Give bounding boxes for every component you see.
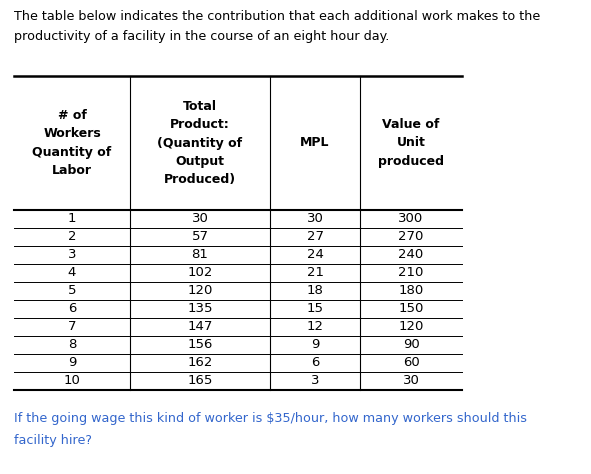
Text: Workers: Workers <box>43 128 101 140</box>
Text: facility hire?: facility hire? <box>14 434 92 447</box>
Text: 60: 60 <box>402 356 420 370</box>
Text: 12: 12 <box>307 320 323 334</box>
Text: (Quantity of: (Quantity of <box>157 137 242 149</box>
Text: 240: 240 <box>398 248 424 262</box>
Text: 6: 6 <box>68 302 76 316</box>
Text: Unit: Unit <box>397 137 426 149</box>
Text: The table below indicates the contribution that each additional work makes to th: The table below indicates the contributi… <box>14 10 540 23</box>
Text: 24: 24 <box>307 248 323 262</box>
Text: 150: 150 <box>398 302 424 316</box>
Text: 165: 165 <box>187 374 213 388</box>
Text: If the going wage this kind of worker is $35/hour, how many workers should this: If the going wage this kind of worker is… <box>14 412 527 425</box>
Text: 30: 30 <box>307 212 323 226</box>
Text: 9: 9 <box>311 338 319 352</box>
Text: productivity of a facility in the course of an eight hour day.: productivity of a facility in the course… <box>14 30 389 43</box>
Text: 3: 3 <box>68 248 76 262</box>
Text: 18: 18 <box>307 284 323 298</box>
Text: 10: 10 <box>64 374 80 388</box>
Text: Output: Output <box>176 155 225 167</box>
Text: # of: # of <box>57 109 86 122</box>
Text: 21: 21 <box>307 266 323 280</box>
Text: 30: 30 <box>191 212 209 226</box>
Text: Total: Total <box>183 100 217 113</box>
Text: 57: 57 <box>191 230 209 244</box>
Text: 120: 120 <box>398 320 424 334</box>
Text: 156: 156 <box>187 338 213 352</box>
Text: 210: 210 <box>398 266 424 280</box>
Text: 3: 3 <box>311 374 319 388</box>
Text: 8: 8 <box>68 338 76 352</box>
Text: Value of: Value of <box>382 118 440 131</box>
Text: 120: 120 <box>187 284 213 298</box>
Text: 81: 81 <box>191 248 209 262</box>
Text: 5: 5 <box>68 284 76 298</box>
Text: 7: 7 <box>68 320 76 334</box>
Text: 180: 180 <box>398 284 424 298</box>
Text: 2: 2 <box>68 230 76 244</box>
Text: 6: 6 <box>311 356 319 370</box>
Text: produced: produced <box>378 155 444 167</box>
Text: Quantity of: Quantity of <box>33 146 112 158</box>
Text: 27: 27 <box>307 230 323 244</box>
Text: 270: 270 <box>398 230 424 244</box>
Text: MPL: MPL <box>300 137 330 149</box>
Text: 147: 147 <box>187 320 213 334</box>
Text: 30: 30 <box>402 374 420 388</box>
Text: 300: 300 <box>398 212 424 226</box>
Text: 162: 162 <box>187 356 213 370</box>
Text: Produced): Produced) <box>164 173 236 185</box>
Text: 1: 1 <box>68 212 76 226</box>
Text: 90: 90 <box>402 338 420 352</box>
Text: 9: 9 <box>68 356 76 370</box>
Text: 4: 4 <box>68 266 76 280</box>
Text: 135: 135 <box>187 302 213 316</box>
Text: Product:: Product: <box>170 118 230 131</box>
Text: Labor: Labor <box>52 164 92 176</box>
Text: 15: 15 <box>307 302 323 316</box>
Text: 102: 102 <box>187 266 213 280</box>
